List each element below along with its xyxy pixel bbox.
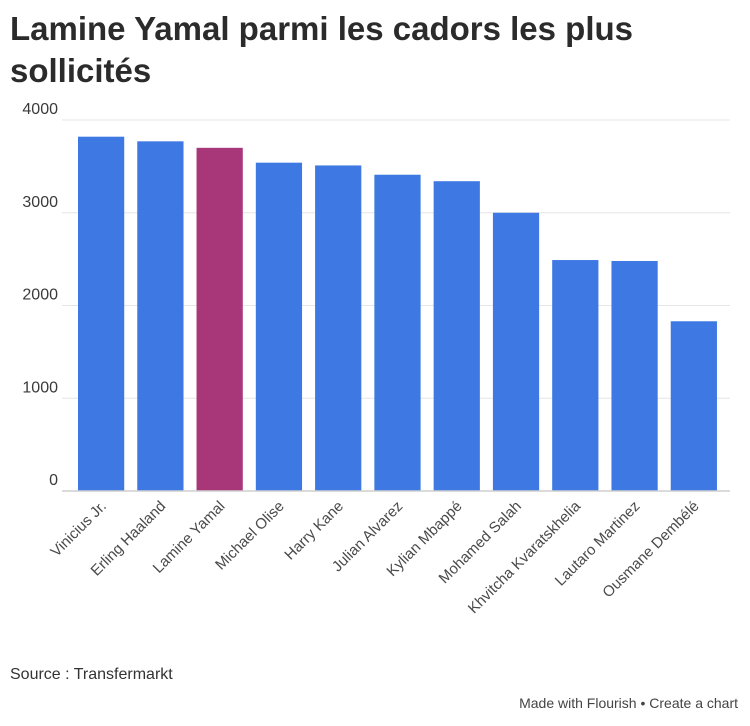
chart-title: Lamine Yamal parmi les cadors les plus s… <box>10 10 634 89</box>
y-axis-tick-labels: 0 1000 2000 3000 4000 <box>22 101 58 489</box>
bar[interactable] <box>255 162 303 491</box>
x-tick-label: Khvitcha Kvaratskhelia <box>465 497 585 617</box>
y-tick-label: 3000 <box>22 194 58 211</box>
source-note: Source : Transfermarkt <box>10 666 173 683</box>
flourish-footer: Made with Flourish • Create a chart <box>519 695 738 711</box>
x-tick-label: Vinicius Jr. <box>47 498 110 561</box>
bars <box>78 136 717 491</box>
bar-chart: 0 1000 2000 3000 4000 Vinicius Jr.Erling Haa… <box>22 101 730 617</box>
y-tick-label: 2000 <box>22 287 58 304</box>
y-tick-label: 1000 <box>22 379 58 396</box>
bar[interactable] <box>78 136 125 491</box>
bar[interactable] <box>196 147 243 491</box>
bar[interactable] <box>611 260 658 491</box>
bar[interactable] <box>374 174 421 491</box>
bar[interactable] <box>433 181 480 491</box>
create-a-chart-link[interactable]: Create a chart <box>649 695 738 711</box>
bar[interactable] <box>492 212 540 491</box>
y-tick-label: 0 <box>49 472 58 489</box>
bar[interactable] <box>552 260 599 491</box>
bar[interactable] <box>670 321 717 491</box>
bar[interactable] <box>137 141 184 491</box>
footer-separator: • <box>640 695 646 711</box>
y-tick-label: 4000 <box>22 101 58 118</box>
made-with-flourish-link[interactable]: Made with Flourish <box>519 695 637 711</box>
bar[interactable] <box>315 165 362 491</box>
